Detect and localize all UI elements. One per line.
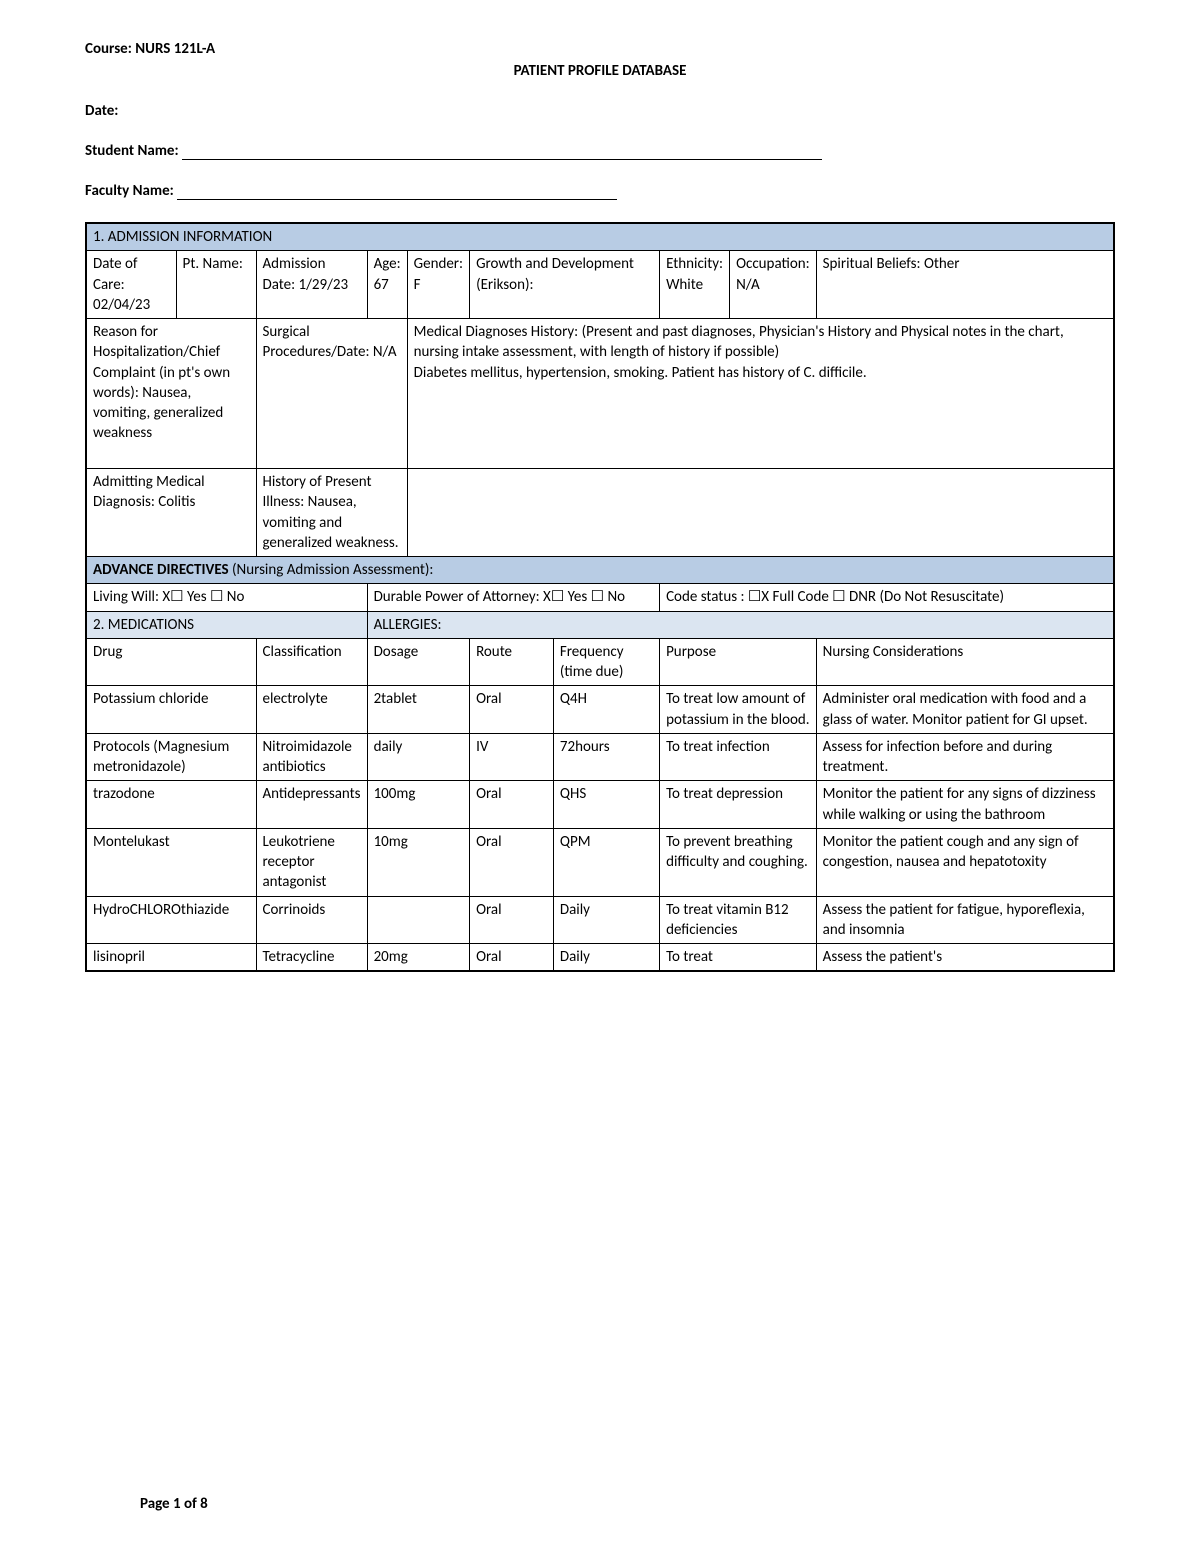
page-footer: Page 1 of 8 [140, 1495, 208, 1513]
hdr-classification: Classification [256, 638, 367, 686]
med-freq: Daily [553, 944, 659, 972]
med-class: electrolyte [256, 686, 367, 734]
med-drug: HydroCHLOROthiazide [86, 896, 256, 944]
med-dosage: 100mg [367, 781, 470, 829]
page-title: PATIENT PROFILE DATABASE [85, 62, 1115, 80]
date-field: Date: [85, 102, 1115, 120]
dpoa-cell: Durable Power of Attorney: X☐ Yes ☐ No [367, 584, 660, 611]
spiritual-cell: Spiritual Beliefs: Other [816, 251, 1114, 319]
admitting-dx-cell: Admitting Medical Diagnosis: Colitis [86, 469, 256, 557]
med-header-row: Drug Classification Dosage Route Frequen… [86, 638, 1114, 686]
hdr-drug: Drug [86, 638, 256, 686]
med-drug: Protocols (Magnesium metronidazole) [86, 733, 256, 781]
med-purpose: To prevent breathing difficulty and coug… [660, 828, 817, 896]
med-row: Montelukast Leukotriene receptor antagon… [86, 828, 1114, 896]
faculty-name-field: Faculty Name: [85, 182, 1115, 200]
section1-header-row: 1. ADMISSION INFORMATION [86, 223, 1114, 251]
med-drug: trazodone [86, 781, 256, 829]
med-nursing: Assess the patient for fatigue, hyporefl… [816, 896, 1114, 944]
pt-name-cell: Pt. Name: [176, 251, 256, 319]
med-row: Potassium chloride electrolyte 2tablet O… [86, 686, 1114, 734]
advdir-header-row: ADVANCE DIRECTIVES (Nursing Admission As… [86, 557, 1114, 584]
med-nursing: Assess for infection before and during t… [816, 733, 1114, 781]
med-dosage: daily [367, 733, 470, 781]
med-nursing: Assess the patient's [816, 944, 1114, 972]
med-row: lisinopril Tetracycline 20mg Oral Daily … [86, 944, 1114, 972]
patient-profile-table: 1. ADMISSION INFORMATION Date of Care: 0… [85, 222, 1115, 972]
med-route: IV [470, 733, 554, 781]
code-status-cell: Code status : ☐X Full Code ☐ DNR (Do Not… [660, 584, 1114, 611]
page: Course: NURS 121L-A PATIENT PROFILE DATA… [0, 0, 1200, 1553]
ethnicity-cell: Ethnicity: White [660, 251, 730, 319]
medhx-cell: Medical Diagnoses History: (Present and … [407, 319, 1114, 469]
med-dosage: 20mg [367, 944, 470, 972]
med-class: Nitroimidazole antibiotics [256, 733, 367, 781]
med-purpose: To treat infection [660, 733, 817, 781]
growth-cell: Growth and Development (Erikson): [470, 251, 660, 319]
med-drug: lisinopril [86, 944, 256, 972]
admission-row1: Date of Care: 02/04/23 Pt. Name: Admissi… [86, 251, 1114, 319]
admission-row3: Admitting Medical Diagnosis: Colitis His… [86, 469, 1114, 557]
surgical-cell: Surgical Procedures/Date: N/A [256, 319, 407, 469]
hpi-cell: History of Present Illness: Nausea, vomi… [256, 469, 407, 557]
med-row: Protocols (Magnesium metronidazole) Nitr… [86, 733, 1114, 781]
advdir-title: ADVANCE DIRECTIVES (Nursing Admission As… [86, 557, 1114, 584]
med-freq: 72hours [553, 733, 659, 781]
med-freq: QPM [553, 828, 659, 896]
advdir-bold: ADVANCE DIRECTIVES [93, 561, 229, 579]
med-freq: QHS [553, 781, 659, 829]
med-route: Oral [470, 828, 554, 896]
med-nursing: Monitor the patient for any signs of diz… [816, 781, 1114, 829]
course-label: Course: NURS 121L-A [85, 40, 1115, 58]
med-purpose: To treat low amount of potassium in the … [660, 686, 817, 734]
med-dosage: 10mg [367, 828, 470, 896]
med-nursing: Monitor the patient cough and any sign o… [816, 828, 1114, 896]
med-freq: Q4H [553, 686, 659, 734]
hdr-purpose: Purpose [660, 638, 817, 686]
med-drug: Potassium chloride [86, 686, 256, 734]
section2-header-row: 2. MEDICATIONS ALLERGIES: [86, 611, 1114, 638]
med-purpose: To treat depression [660, 781, 817, 829]
med-purpose: To treat vitamin B12 deficiencies [660, 896, 817, 944]
med-drug: Montelukast [86, 828, 256, 896]
age-cell: Age: 67 [367, 251, 407, 319]
section1-title: 1. ADMISSION INFORMATION [86, 223, 1114, 251]
med-class: Antidepressants [256, 781, 367, 829]
date-label: Date: [85, 102, 118, 120]
med-dosage [367, 896, 470, 944]
hdr-nursing: Nursing Considerations [816, 638, 1114, 686]
section2-title: 2. MEDICATIONS [86, 611, 367, 638]
med-dosage: 2tablet [367, 686, 470, 734]
med-freq: Daily [553, 896, 659, 944]
living-will-cell: Living Will: X☐ Yes ☐ No [86, 584, 367, 611]
date-of-care-cell: Date of Care: 02/04/23 [86, 251, 176, 319]
med-class: Corrinoids [256, 896, 367, 944]
allergies-title: ALLERGIES: [367, 611, 1114, 638]
advdir-row: Living Will: X☐ Yes ☐ No Durable Power o… [86, 584, 1114, 611]
hdr-route: Route [470, 638, 554, 686]
med-route: Oral [470, 896, 554, 944]
blank-cell [407, 469, 1114, 557]
faculty-label: Faculty Name: [85, 182, 174, 200]
med-row: trazodone Antidepressants 100mg Oral QHS… [86, 781, 1114, 829]
med-class: Tetracycline [256, 944, 367, 972]
admission-row2: Reason for Hospitalization/Chief Complai… [86, 319, 1114, 469]
hdr-dosage: Dosage [367, 638, 470, 686]
faculty-underline [177, 185, 617, 200]
admission-date-cell: Admission Date: 1/29/23 [256, 251, 367, 319]
gender-cell: Gender: F [407, 251, 469, 319]
hdr-frequency: Frequency (time due) [553, 638, 659, 686]
med-row: HydroCHLOROthiazide Corrinoids Oral Dail… [86, 896, 1114, 944]
med-route: Oral [470, 686, 554, 734]
med-nursing: Administer oral medication with food and… [816, 686, 1114, 734]
occupation-cell: Occupation: N/A [730, 251, 817, 319]
med-route: Oral [470, 944, 554, 972]
student-underline [182, 145, 822, 160]
student-label: Student Name: [85, 142, 179, 160]
med-purpose: To treat [660, 944, 817, 972]
reason-cell: Reason for Hospitalization/Chief Complai… [86, 319, 256, 469]
med-class: Leukotriene receptor antagonist [256, 828, 367, 896]
student-name-field: Student Name: [85, 142, 1115, 160]
med-route: Oral [470, 781, 554, 829]
